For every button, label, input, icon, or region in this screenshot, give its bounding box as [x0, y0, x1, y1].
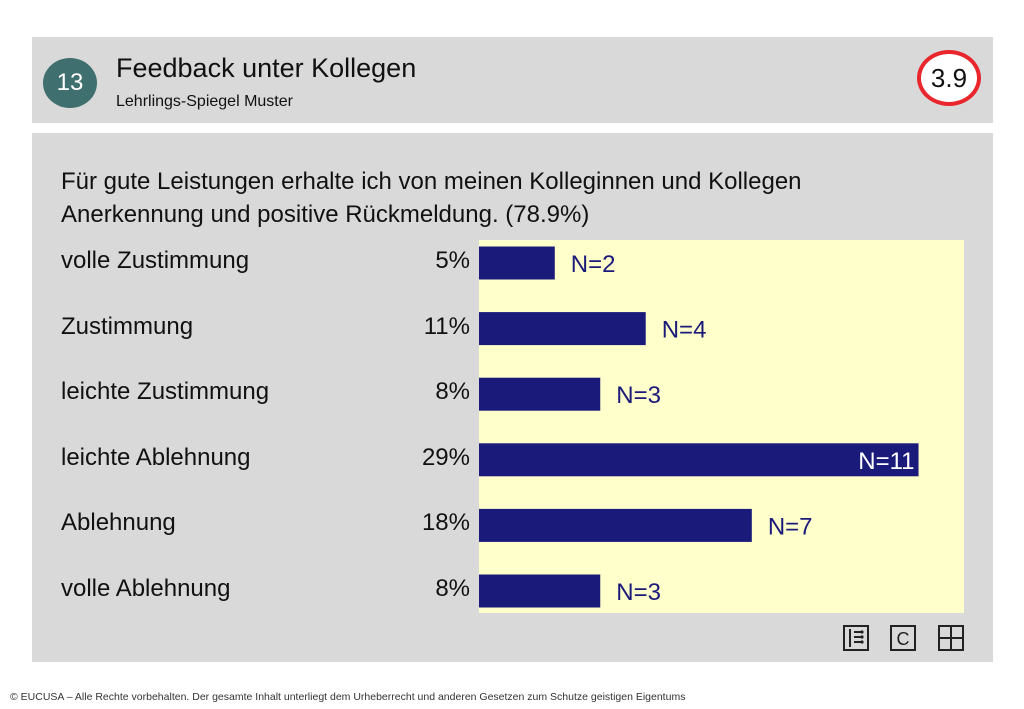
list-icon[interactable] — [843, 625, 869, 651]
category-label: volle Zustimmung — [61, 247, 250, 274]
percent-label: 8% — [435, 378, 470, 406]
bar — [479, 443, 919, 477]
page-number-badge: 13 — [43, 58, 97, 108]
header-bar — [32, 37, 993, 123]
percent-label: 29% — [421, 443, 470, 471]
percent-label: 5% — [435, 247, 470, 274]
count-label: N=7 — [768, 513, 813, 540]
percent-label: 11% — [423, 312, 470, 340]
question-text: Für gute Leistungen erhalte ich von mein… — [61, 168, 802, 228]
bar — [479, 312, 646, 346]
copyright-footer: © EUCUSA – Alle Rechte vorbehalten. Der … — [10, 691, 686, 703]
bar — [479, 246, 555, 280]
category-label: Ablehnung — [61, 509, 176, 537]
page-title: Feedback unter Kollegen — [116, 53, 417, 83]
percent-label: 18% — [421, 509, 470, 537]
category-label: volle Ablehnung — [61, 575, 231, 602]
copyright-c-icon[interactable]: C — [890, 625, 916, 651]
category-label: Zustimmung — [61, 312, 194, 340]
bar — [479, 508, 752, 542]
plot-area — [479, 240, 964, 613]
count-label: N=11 — [858, 448, 914, 475]
category-label: leichte Ablehnung — [61, 443, 251, 471]
page-subtitle: Lehrlings-Spiegel Muster — [116, 93, 293, 110]
count-label: N=3 — [616, 579, 661, 606]
bar-chart: N=2 N=4 N=3 N=11 N=7 N=3 — [479, 246, 919, 608]
bar — [479, 574, 601, 608]
bar — [479, 377, 601, 411]
percent-label: 8% — [435, 575, 470, 602]
copyright-c-label: C — [897, 629, 910, 649]
count-label: N=3 — [616, 382, 661, 409]
count-label: N=4 — [662, 317, 707, 344]
category-label: leichte Zustimmung — [61, 378, 270, 406]
score-badge: 3.9 — [917, 50, 981, 106]
count-label: N=2 — [571, 251, 616, 278]
grid-icon[interactable] — [938, 625, 964, 651]
